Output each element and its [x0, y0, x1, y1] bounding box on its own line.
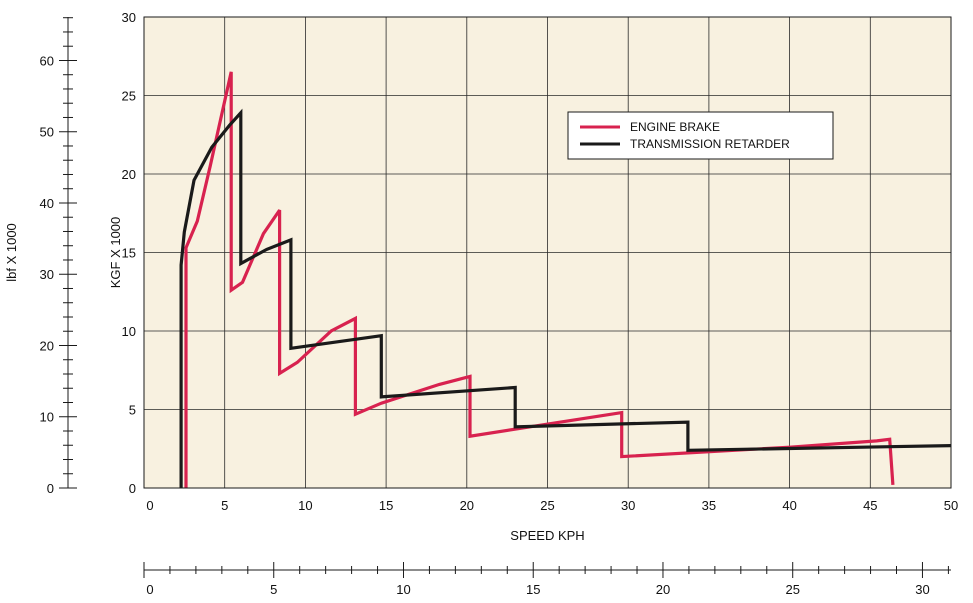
legend-label-engine-brake: ENGINE BRAKE: [630, 120, 720, 134]
x-tick-label: 10: [298, 498, 312, 513]
secondary-y-tick-label: 40: [40, 196, 54, 211]
secondary-x-tick-label: 15: [526, 582, 540, 597]
y-tick-label: 15: [122, 246, 136, 261]
legend-label-transmission-retarder: TRANSMISSION RETARDER: [630, 137, 790, 151]
grid-lines: [144, 17, 951, 488]
series-line-engine-brake: [184, 71, 895, 488]
y-tick-label: 5: [129, 403, 136, 418]
secondary-y-tick-label: 60: [40, 53, 54, 68]
series-line-transmission-retarder: [179, 108, 952, 488]
y-tick-label: 30: [122, 10, 136, 25]
x-tick-label: 40: [782, 498, 796, 513]
legend-box: [567, 111, 834, 160]
secondary-x-tick-label: 30: [915, 582, 929, 597]
secondary-x-tick-label: 0: [146, 582, 153, 597]
secondary-y-tick-label: 0: [47, 481, 54, 496]
secondary-y-tick-label: 30: [40, 267, 54, 282]
x-axis-tick-labels: 0 5 10 15 20 25 30 35 40 45 50: [146, 498, 958, 513]
x-tick-label: 35: [702, 498, 716, 513]
secondary-x-axis: 0 5 10 15 20 25 30: [143, 562, 951, 597]
x-tick-label: 25: [540, 498, 554, 513]
y-tick-label: 25: [122, 89, 136, 104]
x-tick-label: 30: [621, 498, 635, 513]
secondary-y-axis: 0 10 20 30 40 50 60: [40, 17, 77, 496]
legend: ENGINE BRAKE TRANSMISSION RETARDER: [567, 111, 834, 160]
secondary-y-tick-label: 20: [40, 338, 54, 353]
y-tick-label: 10: [122, 324, 136, 339]
x-tick-label: 0: [146, 498, 153, 513]
x-tick-label: 5: [221, 498, 228, 513]
series-layer: [179, 71, 952, 488]
secondary-x-tick-label: 5: [270, 582, 277, 597]
plot-border: [143, 16, 952, 489]
y-axis-tick-labels: 0 5 10 15 20 25 30: [122, 10, 136, 496]
secondary-x-tick-label: 20: [656, 582, 670, 597]
x-tick-label: 50: [944, 498, 958, 513]
secondary-y-axis-label: lbf X 1000: [4, 223, 19, 282]
x-axis-label: SPEED KPH: [510, 528, 584, 543]
x-tick-label: 15: [379, 498, 393, 513]
secondary-y-tick-label: 50: [40, 125, 54, 140]
y-axis-label: KGF X 1000: [108, 217, 123, 289]
secondary-x-tick-label: 10: [396, 582, 410, 597]
secondary-y-tick-label: 10: [40, 410, 54, 425]
y-tick-label: 0: [129, 481, 136, 496]
y-tick-label: 20: [122, 167, 136, 182]
x-tick-label: 45: [863, 498, 877, 513]
x-tick-label: 20: [460, 498, 474, 513]
secondary-x-tick-label: 25: [785, 582, 799, 597]
